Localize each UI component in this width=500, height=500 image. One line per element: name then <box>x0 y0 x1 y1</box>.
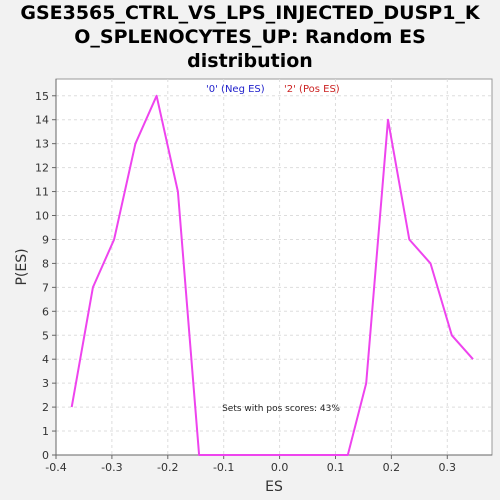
x-tick-label: -0.1 <box>213 461 234 474</box>
x-tick-label: -0.2 <box>157 461 178 474</box>
y-tick-label: 12 <box>35 162 49 175</box>
series-line <box>70 94 474 456</box>
chart-title-line-2: O_SPLENOCYTES_UP: Random ES <box>74 26 426 48</box>
y-tick-label: 3 <box>42 377 49 390</box>
chart-title: GSE3565_CTRL_VS_LPS_INJECTED_DUSP1_K O_S… <box>0 0 500 73</box>
series <box>70 94 474 456</box>
y-tick-label: 5 <box>42 329 49 342</box>
y-tick-label: 4 <box>42 353 49 366</box>
chart-title-line-1: GSE3565_CTRL_VS_LPS_INJECTED_DUSP1_K <box>20 2 480 24</box>
y-tick-label: 9 <box>42 233 49 246</box>
x-tick-label: 0.3 <box>439 461 457 474</box>
y-axis-label: P(ES) <box>14 248 30 285</box>
y-tick-label: 14 <box>35 114 49 127</box>
y-tick-label: 10 <box>35 210 49 223</box>
legend-pos-es: '2' (Pos ES) <box>284 84 340 95</box>
y-tick-label: 6 <box>42 305 49 318</box>
y-tick-label: 1 <box>42 425 49 438</box>
x-tick-label: -0.3 <box>101 461 122 474</box>
x-axis-label: ES <box>265 479 283 495</box>
x-tick-label: 0.1 <box>327 461 345 474</box>
pos-scores-annotation: Sets with pos scores: 43% <box>222 404 340 414</box>
y-tick-label: 15 <box>35 90 49 103</box>
y-tick-label: 7 <box>42 281 49 294</box>
y-tick-label: 13 <box>35 138 49 151</box>
x-ticks: -0.4 -0.3 -0.2 -0.1 0.0 0.1 0.2 0.3 <box>45 455 456 474</box>
chart-title-line-3: distribution <box>187 50 313 72</box>
x-tick-label: -0.4 <box>45 461 66 474</box>
x-tick-label: 0.0 <box>271 461 289 474</box>
x-tick-label: 0.2 <box>383 461 401 474</box>
legend-neg-es: '0' (Neg ES) <box>206 84 265 95</box>
y-tick-label: 11 <box>35 186 49 199</box>
plot-area <box>55 78 493 456</box>
y-tick-label: 0 <box>42 449 49 462</box>
y-tick-label: 2 <box>42 401 49 414</box>
y-tick-label: 8 <box>42 257 49 270</box>
